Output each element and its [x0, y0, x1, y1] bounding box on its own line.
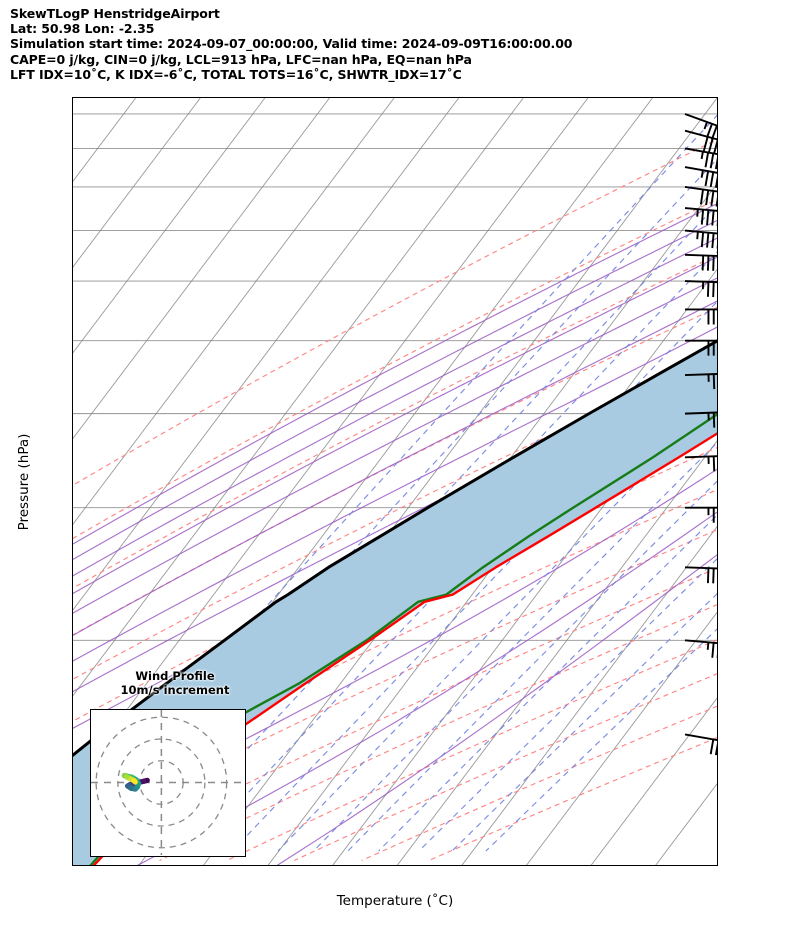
hodograph-inset — [90, 709, 246, 857]
x-tick — [267, 865, 268, 866]
x-tick — [654, 865, 655, 866]
x-tick — [461, 865, 462, 866]
figure-header: SkewTLogP HenstridgeAirport Lat: 50.98 L… — [10, 6, 790, 82]
wind-barbs — [684, 113, 717, 756]
y-tick — [72, 231, 73, 232]
y-axis-title: Pressure (hPa) — [14, 97, 34, 866]
x-tick — [525, 865, 526, 866]
hodograph-plot — [91, 710, 244, 855]
x-tick — [73, 865, 74, 866]
x-tick — [202, 865, 203, 866]
parcel-path-line — [73, 339, 717, 757]
header-indices-line: LFT IDX=10˚C, K IDX=-6˚C, TOTAL TOTS=16˚… — [10, 66, 462, 82]
y-tick — [72, 414, 73, 415]
dewpoint-profile-line — [89, 413, 717, 865]
x-tick — [396, 865, 397, 866]
header-cape-line: CAPE=0 j/kg, CIN=0 j/kg, LCL=913 hPa, LF… — [10, 51, 472, 67]
header-coordinates: Lat: 50.98 Lon: -2.35 — [10, 21, 155, 37]
hodograph-frame — [90, 709, 246, 857]
temperature-profile-line — [92, 432, 717, 865]
cape-shading — [73, 341, 717, 865]
y-tick — [72, 640, 73, 641]
y-tick — [72, 281, 73, 282]
x-tick — [331, 865, 332, 866]
x-axis-title: Temperature (˚C) — [336, 893, 454, 909]
hodograph-wind-trace — [121, 772, 150, 792]
hodograph-axes — [91, 710, 244, 855]
y-tick — [72, 341, 73, 342]
y-tick — [72, 508, 73, 509]
y-axis-title-label: Pressure (hPa) — [16, 433, 32, 530]
header-times: Simulation start time: 2024-09-07_00:00:… — [10, 36, 573, 52]
y-tick — [72, 148, 73, 149]
skewt-background-grid — [73, 98, 717, 865]
header-title: SkewTLogP HenstridgeAirport — [10, 6, 220, 21]
y-tick — [72, 187, 73, 188]
x-tick — [590, 865, 591, 866]
x-tick — [138, 865, 139, 866]
y-tick — [72, 114, 73, 115]
